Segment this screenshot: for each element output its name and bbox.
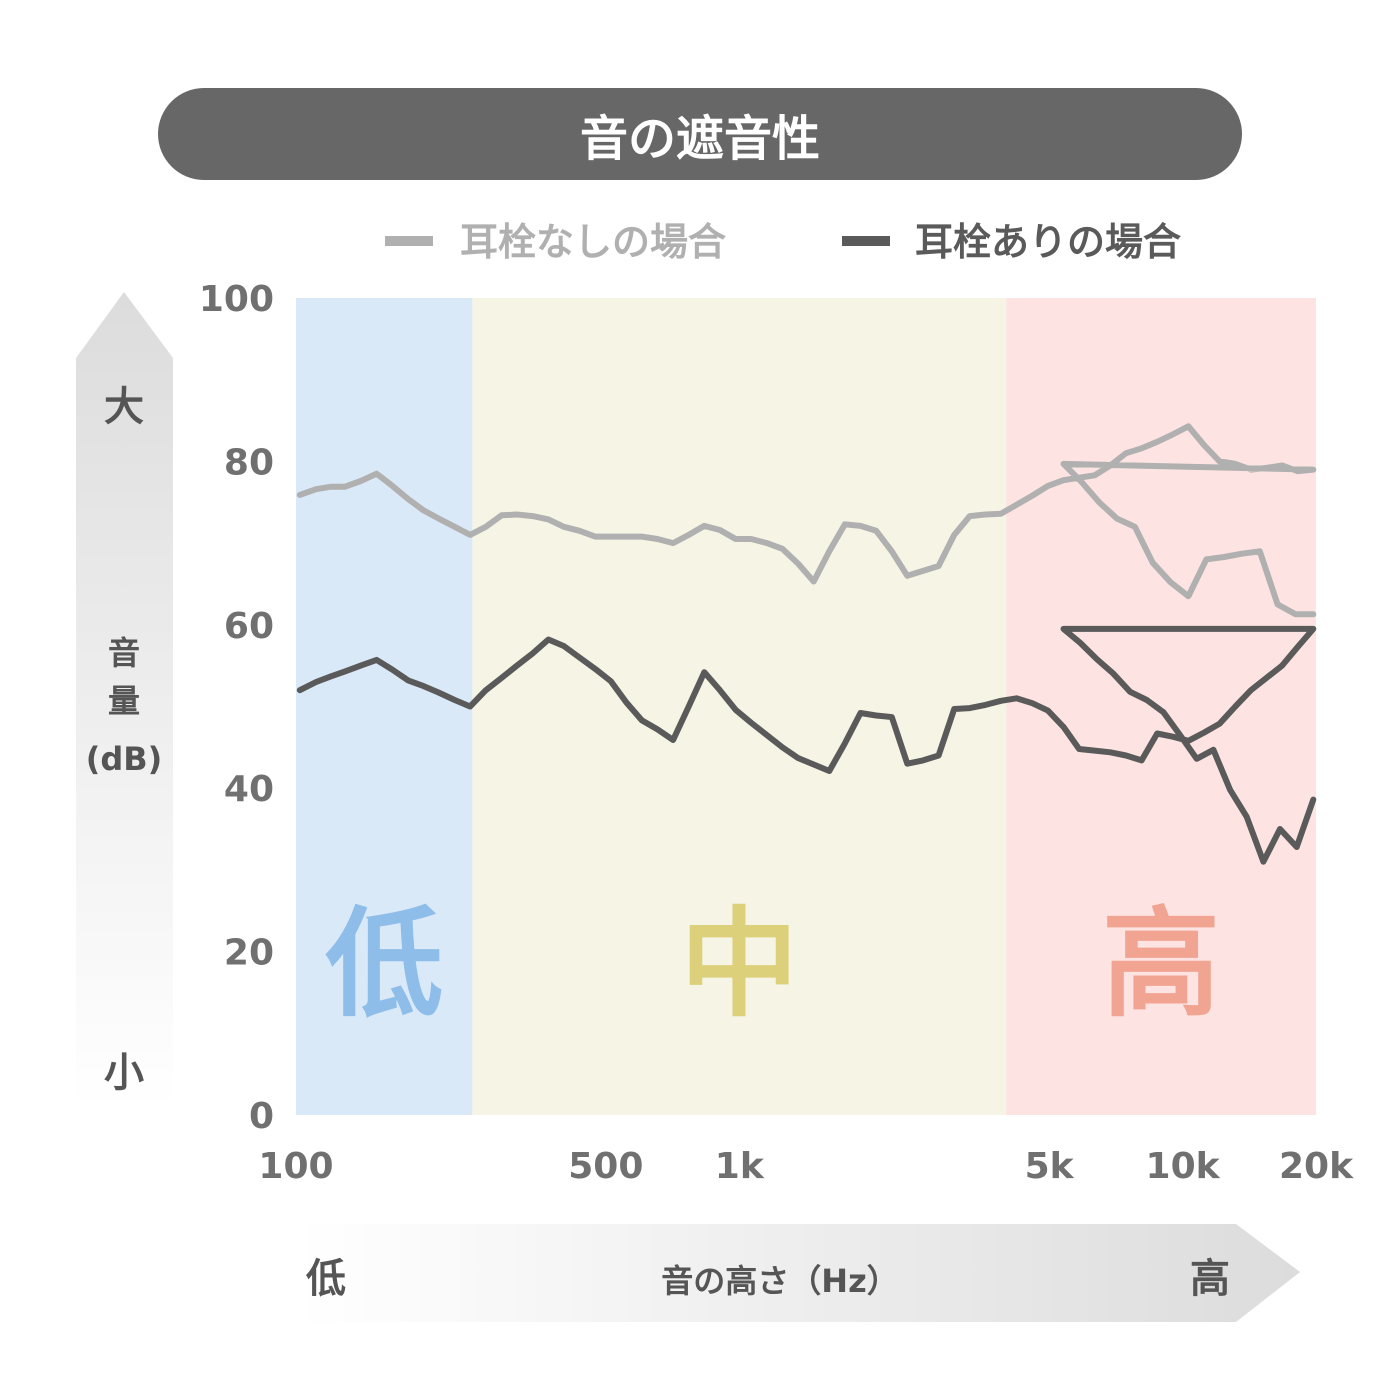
x-tick-label: 1k [715, 1146, 765, 1187]
y-tick-label: 60 [224, 606, 274, 647]
x-axis-low-word: 低 [306, 1256, 346, 1302]
title-bar [158, 88, 1242, 180]
y-axis-label-line1: 音 [108, 634, 140, 672]
y-tick-label: 40 [224, 769, 274, 810]
legend-swatch-with-earplugs [842, 236, 890, 246]
legend-label-with-earplugs: 耳栓ありの場合 [915, 220, 1181, 264]
series-line-with-earplugs [296, 625, 1317, 865]
y-axis-label-line2: 量 [108, 682, 140, 720]
x-tick-label: 10k [1146, 1146, 1221, 1187]
x-tick-labels: 100 500 1k 5k 10k 20k [258, 1146, 1354, 1187]
legend-swatch-without-earplugs [385, 236, 433, 246]
series-line-without-earplugs [296, 423, 1317, 618]
band-label-low: 低 [325, 895, 443, 1033]
band-high [1006, 298, 1316, 1115]
x-tick-label: 20k [1279, 1146, 1354, 1187]
x-tick-label: 5k [1025, 1146, 1075, 1187]
y-tick-labels: 0 20 40 60 80 100 [199, 279, 274, 1137]
y-axis-label-line3: (dB) [86, 740, 163, 778]
frequency-band-labels: 低中高 [325, 895, 1220, 1033]
y-tick-label: 100 [199, 279, 274, 320]
y-tick-label: 0 [249, 1096, 274, 1137]
legend: 耳栓なしの場合 耳栓ありの場合 [385, 220, 1181, 264]
band-mid [472, 298, 1007, 1115]
x-tick-label: 500 [568, 1146, 643, 1187]
y-tick-label: 20 [224, 933, 274, 974]
x-axis-high-word: 高 [1190, 1256, 1230, 1302]
x-axis-label: 音の高さ（Hz） [661, 1262, 898, 1300]
y-axis-high-word: 大 [104, 384, 144, 430]
band-label-high: 高 [1102, 895, 1220, 1033]
y-axis-low-word: 小 [104, 1050, 144, 1096]
series-lines [296, 423, 1317, 865]
band-low [296, 298, 473, 1115]
frequency-bands [296, 298, 1316, 1115]
y-tick-label: 80 [224, 442, 274, 483]
y-axis-arrow [76, 292, 173, 1108]
x-tick-label: 100 [258, 1146, 333, 1187]
band-label-mid: 中 [680, 895, 798, 1033]
x-axis-arrow [296, 1224, 1300, 1322]
chart-title: 音の遮音性 [580, 111, 820, 167]
legend-label-without-earplugs: 耳栓なしの場合 [460, 220, 726, 264]
